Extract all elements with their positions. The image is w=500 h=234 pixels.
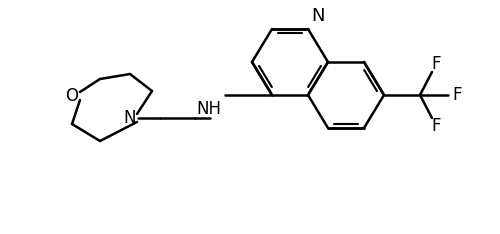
Text: N: N — [311, 7, 324, 25]
Text: F: F — [432, 55, 441, 73]
Text: N: N — [124, 109, 136, 127]
Text: F: F — [432, 117, 441, 135]
Text: F: F — [452, 86, 462, 104]
Text: O: O — [66, 87, 78, 105]
Text: NH: NH — [196, 100, 221, 118]
